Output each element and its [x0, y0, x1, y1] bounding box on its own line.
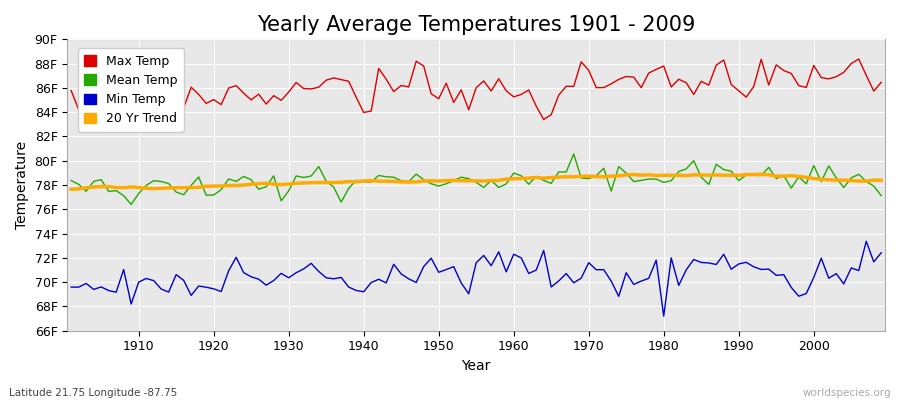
Title: Yearly Average Temperatures 1901 - 2009: Yearly Average Temperatures 1901 - 2009 — [257, 15, 696, 35]
Y-axis label: Temperature: Temperature — [15, 141, 29, 229]
Text: worldspecies.org: worldspecies.org — [803, 388, 891, 398]
X-axis label: Year: Year — [462, 359, 490, 373]
Text: Latitude 21.75 Longitude -87.75: Latitude 21.75 Longitude -87.75 — [9, 388, 177, 398]
Legend: Max Temp, Mean Temp, Min Temp, 20 Yr Trend: Max Temp, Mean Temp, Min Temp, 20 Yr Tre… — [77, 48, 184, 132]
